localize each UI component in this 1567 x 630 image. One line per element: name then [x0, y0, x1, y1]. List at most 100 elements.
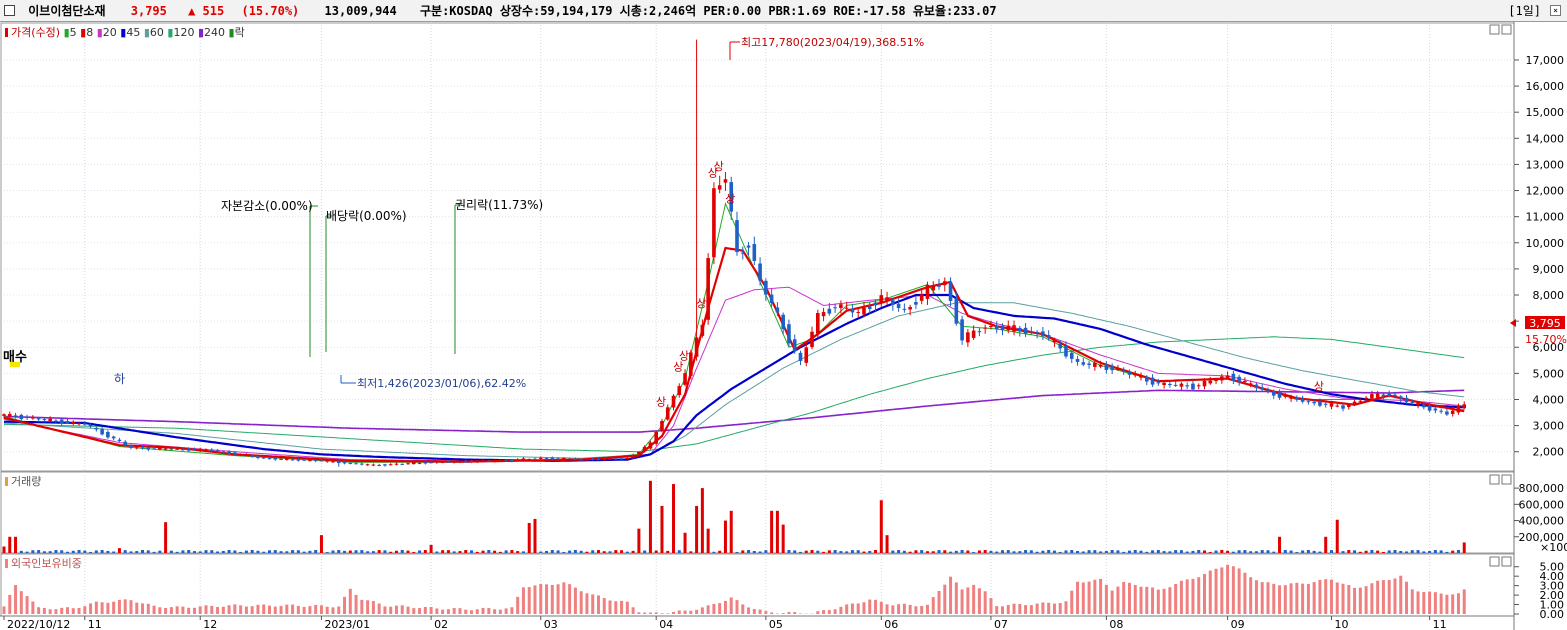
- foreign-ratio-bar: [1104, 584, 1108, 614]
- candle-body: [1456, 405, 1461, 413]
- volume-maximize-button[interactable]: [1501, 474, 1512, 485]
- select-checkbox[interactable]: [4, 5, 15, 16]
- foreign-ratio-bar: [31, 601, 35, 614]
- foreign-ratio-bar: [1174, 583, 1178, 614]
- foreign-ratio-bar: [741, 604, 745, 614]
- foreign-ratio-bar: [54, 609, 58, 614]
- volume-bar: [983, 549, 987, 553]
- candle-body: [1450, 410, 1455, 414]
- legend-marker: ▮: [225, 26, 235, 39]
- panel-minimize-button[interactable]: [1489, 24, 1500, 35]
- volume-bar: [42, 551, 46, 553]
- foreign-ratio-bar: [377, 603, 381, 614]
- close-icon[interactable]: ×: [1550, 5, 1561, 16]
- volume-bar: [187, 550, 191, 553]
- volume-title: 거래량: [11, 475, 41, 488]
- volume-bar: [1133, 549, 1137, 553]
- candle-body: [896, 303, 901, 308]
- limit-up-label: 상: [673, 361, 683, 374]
- panel-buttons[interactable]: [1489, 24, 1512, 567]
- volume-bar: [1093, 550, 1097, 553]
- foreign-minimize-button[interactable]: [1489, 556, 1500, 567]
- volume-bar: [400, 549, 404, 553]
- volume-bar: [585, 551, 589, 553]
- price-tick-label: 16,000: [1526, 80, 1565, 93]
- volume-bar: [1364, 550, 1368, 553]
- foreign-ratio-bar: [279, 605, 283, 614]
- volume-minimize-button[interactable]: [1489, 474, 1500, 485]
- foreign-ratio-bar: [1162, 588, 1166, 614]
- candle-body: [1041, 331, 1045, 337]
- price-tick-label: 14,000: [1526, 132, 1565, 145]
- candle-body: [1196, 385, 1201, 387]
- volume-bar: [1278, 536, 1282, 553]
- candle-body: [1295, 398, 1299, 400]
- candle-body: [804, 347, 809, 363]
- period-selector[interactable]: [1일]: [1508, 4, 1541, 18]
- legend-marker: ▮: [140, 26, 150, 39]
- volume-bar: [545, 550, 549, 553]
- volume-bar: [8, 536, 12, 553]
- candle-body: [7, 413, 12, 417]
- foreign-ratio-bar: [648, 612, 652, 614]
- volume-bar: [31, 550, 35, 553]
- volume-bar: [1214, 550, 1218, 553]
- volume-bar: [1347, 550, 1351, 553]
- foreign-ratio-bar: [1405, 581, 1409, 614]
- foreign-ratio-bar: [879, 601, 883, 614]
- price-change: ▲ 515: [188, 4, 225, 18]
- foreign-ratio-bar: [562, 582, 566, 614]
- foreign-ratio-bar: [1145, 586, 1149, 614]
- ma45-line: [4, 293, 1465, 463]
- candle-body: [129, 444, 133, 448]
- foreign-ratio-bar: [123, 599, 127, 614]
- ma20-line: [3, 286, 1465, 462]
- candle-body: [1300, 398, 1305, 402]
- volume-bar: [429, 544, 433, 553]
- foreign-ratio-bar: [816, 611, 820, 614]
- candle-body: [1306, 401, 1311, 403]
- volume-bar: [504, 550, 508, 553]
- volume-bar: [129, 551, 133, 553]
- foreign-ratio-bar: [498, 609, 502, 614]
- legend-marker: ▮: [60, 26, 70, 39]
- candle-body: [204, 449, 208, 451]
- volume-bar: [608, 551, 612, 553]
- volume-bar: [94, 550, 98, 553]
- volume-bar: [1185, 551, 1189, 553]
- foreign-ratio-bar: [1283, 585, 1287, 614]
- price-tick-label: 2,000: [1533, 446, 1565, 459]
- foreign-ratio-bar: [1179, 580, 1183, 614]
- volume-bar: [418, 550, 422, 553]
- candle-body: [54, 420, 58, 422]
- candle-body: [458, 461, 462, 463]
- foreign-ratio-bar: [83, 606, 87, 614]
- volume-bar: [879, 500, 883, 553]
- volume-bar: [556, 550, 560, 553]
- limit-up-label: 상: [679, 349, 689, 362]
- volume-bar: [672, 484, 676, 553]
- foreign-ratio-bar: [1243, 572, 1247, 614]
- foreign-ratio-bar: [937, 590, 941, 614]
- candle-body: [1208, 380, 1213, 384]
- candle-body: [931, 286, 936, 291]
- volume-bar: [539, 551, 543, 553]
- foreign-ratio-bar: [723, 600, 727, 614]
- candle-body: [902, 308, 907, 310]
- foreign-ratio-bar: [117, 599, 121, 614]
- foreign-maximize-button[interactable]: [1501, 556, 1512, 567]
- candle-body: [1271, 390, 1276, 396]
- candle-body: [498, 460, 503, 462]
- foreign-ratio-bar: [354, 594, 358, 614]
- foreign-ratio-bar: [244, 606, 248, 614]
- panel-maximize-button[interactable]: [1501, 24, 1512, 35]
- candle-body: [694, 337, 699, 357]
- candle-body: [209, 449, 214, 451]
- candle-body: [365, 464, 370, 466]
- foreign-ratio-bar: [891, 605, 895, 614]
- candle-body: [533, 458, 537, 460]
- candle-body: [700, 324, 705, 336]
- candle-body: [354, 463, 358, 465]
- candle-body: [844, 307, 849, 309]
- low-marker: 최저1,426(2023/01/06),62.42%: [340, 375, 526, 390]
